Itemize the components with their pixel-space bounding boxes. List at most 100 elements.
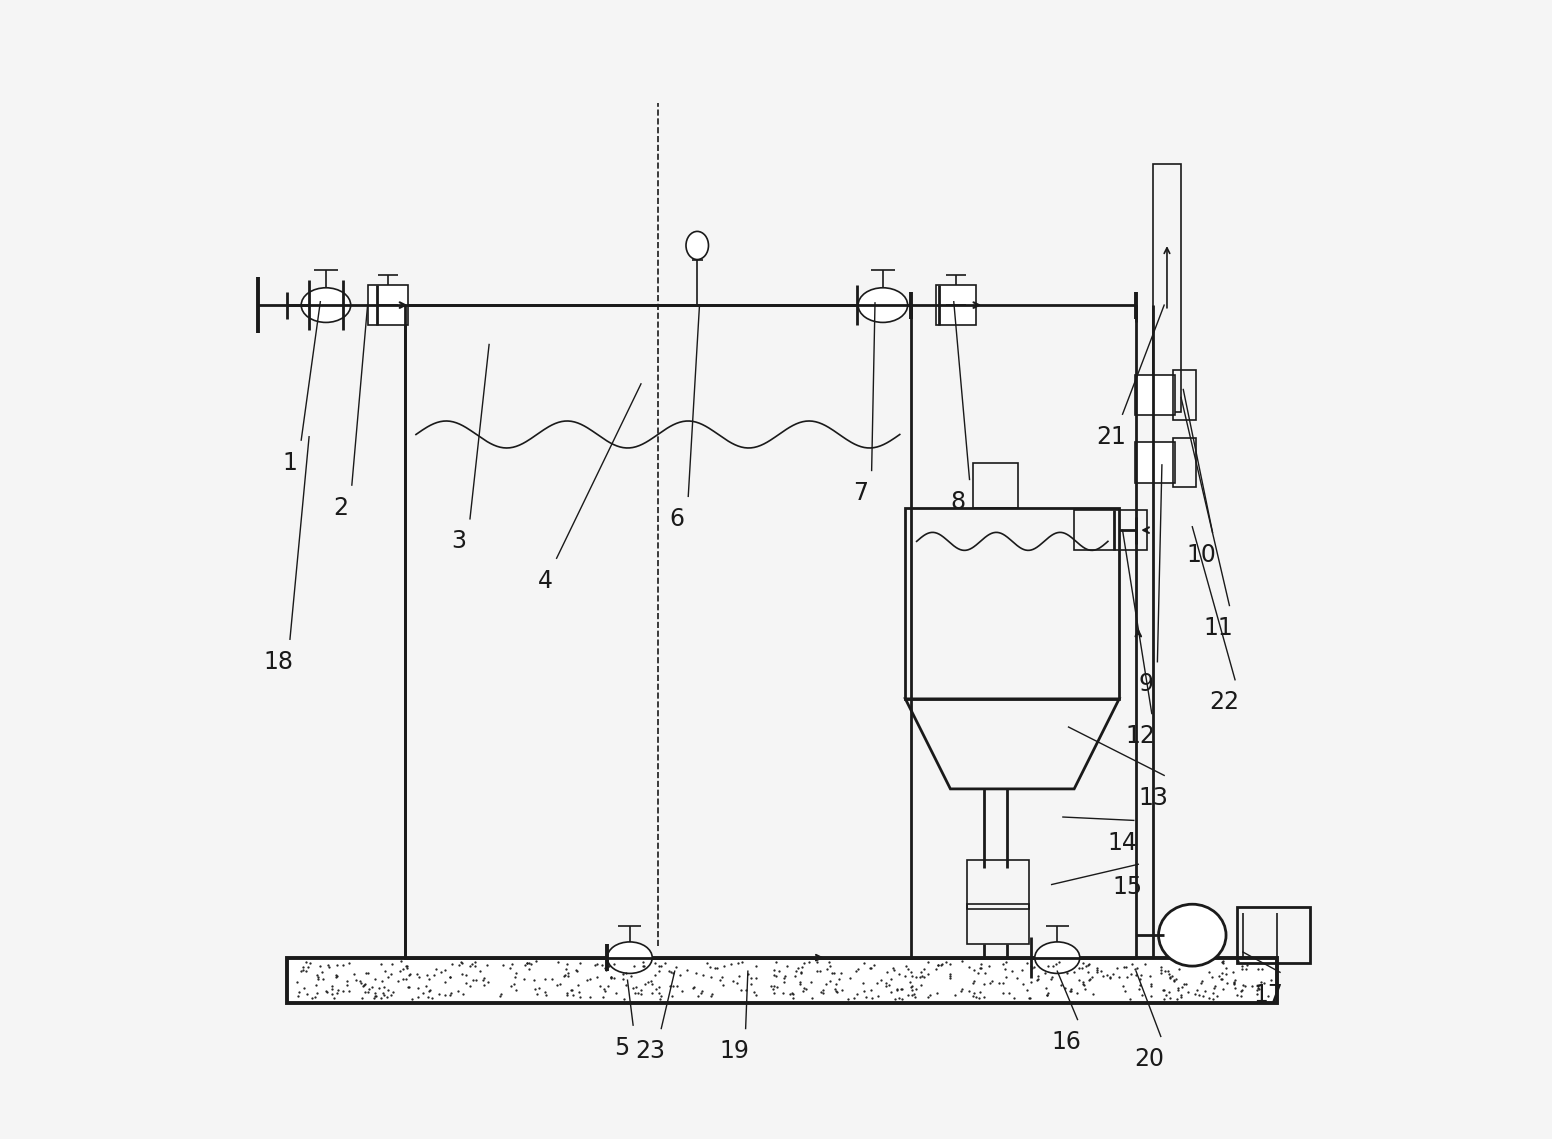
Point: [990, 954, 1015, 973]
Point: [812, 984, 837, 1002]
Point: [1003, 990, 1027, 1008]
Point: [990, 984, 1015, 1002]
Point: [1169, 988, 1193, 1006]
Point: [1153, 985, 1178, 1003]
Text: 13: 13: [1138, 786, 1167, 810]
Point: [379, 965, 404, 983]
Point: [1040, 968, 1065, 986]
Point: [1124, 966, 1148, 984]
Point: [1048, 976, 1072, 994]
Point: [352, 975, 377, 993]
Point: [844, 985, 869, 1003]
Point: [1190, 973, 1215, 991]
Point: [742, 983, 767, 1001]
Point: [458, 977, 483, 995]
Text: 3: 3: [452, 530, 466, 554]
Point: [517, 960, 542, 978]
Point: [1100, 965, 1125, 983]
Point: [1249, 959, 1274, 977]
Point: [782, 967, 807, 985]
Point: [961, 974, 986, 992]
Point: [585, 967, 610, 985]
Point: [331, 956, 355, 974]
Point: [937, 967, 962, 985]
Point: [433, 961, 458, 980]
Point: [1035, 986, 1060, 1005]
Point: [326, 981, 351, 999]
Point: [602, 968, 627, 986]
Point: [394, 959, 419, 977]
Point: [566, 954, 591, 973]
Point: [414, 966, 439, 984]
Point: [824, 983, 849, 1001]
Point: [961, 972, 986, 990]
Point: [1246, 980, 1271, 998]
Point: [1245, 982, 1270, 1000]
Point: [773, 967, 798, 985]
Point: [762, 983, 787, 1001]
Point: [532, 985, 557, 1003]
Point: [1156, 961, 1181, 980]
Point: [743, 985, 768, 1003]
Point: [352, 975, 377, 993]
Point: [1052, 978, 1077, 997]
Point: [1121, 956, 1145, 974]
Point: [885, 980, 909, 998]
Point: [861, 956, 886, 974]
Point: [379, 985, 404, 1003]
Point: [1138, 967, 1162, 985]
Point: [906, 968, 931, 986]
Point: [593, 959, 618, 977]
Ellipse shape: [1158, 904, 1226, 966]
Point: [1226, 952, 1251, 970]
Point: [793, 980, 818, 998]
Point: [632, 957, 656, 975]
Point: [900, 981, 925, 999]
Point: [1127, 981, 1152, 999]
Point: [321, 989, 346, 1007]
Point: [472, 968, 497, 986]
Point: [930, 954, 954, 973]
Point: [729, 953, 754, 972]
Point: [503, 965, 528, 983]
Point: [1209, 964, 1234, 982]
Point: [1103, 959, 1128, 977]
Point: [846, 959, 871, 977]
Point: [962, 960, 987, 978]
Point: [1234, 960, 1259, 978]
Point: [1094, 966, 1119, 984]
Point: [604, 984, 629, 1002]
Bar: [368, 285, 408, 326]
Point: [1225, 986, 1249, 1005]
Point: [792, 953, 816, 972]
Point: [667, 966, 692, 984]
Point: [566, 976, 591, 994]
Point: [563, 961, 588, 980]
Point: [1032, 964, 1057, 982]
Point: [362, 988, 386, 1006]
Point: [813, 975, 838, 993]
Point: [449, 953, 473, 972]
Point: [1004, 969, 1029, 988]
Point: [1232, 977, 1257, 995]
Point: [306, 970, 331, 989]
Point: [908, 975, 933, 993]
Point: [284, 973, 309, 991]
Ellipse shape: [686, 231, 709, 260]
Point: [698, 968, 723, 986]
Point: [639, 975, 664, 993]
Point: [807, 962, 832, 981]
Point: [886, 966, 911, 984]
Point: [450, 965, 475, 983]
Point: [416, 982, 441, 1000]
Point: [306, 968, 331, 986]
Point: [304, 966, 329, 984]
Point: [1190, 986, 1215, 1005]
Point: [1071, 975, 1096, 993]
Point: [788, 964, 813, 982]
Point: [705, 958, 729, 976]
Point: [771, 973, 796, 991]
Point: [1221, 973, 1246, 991]
Point: [948, 982, 973, 1000]
Point: [968, 956, 993, 974]
